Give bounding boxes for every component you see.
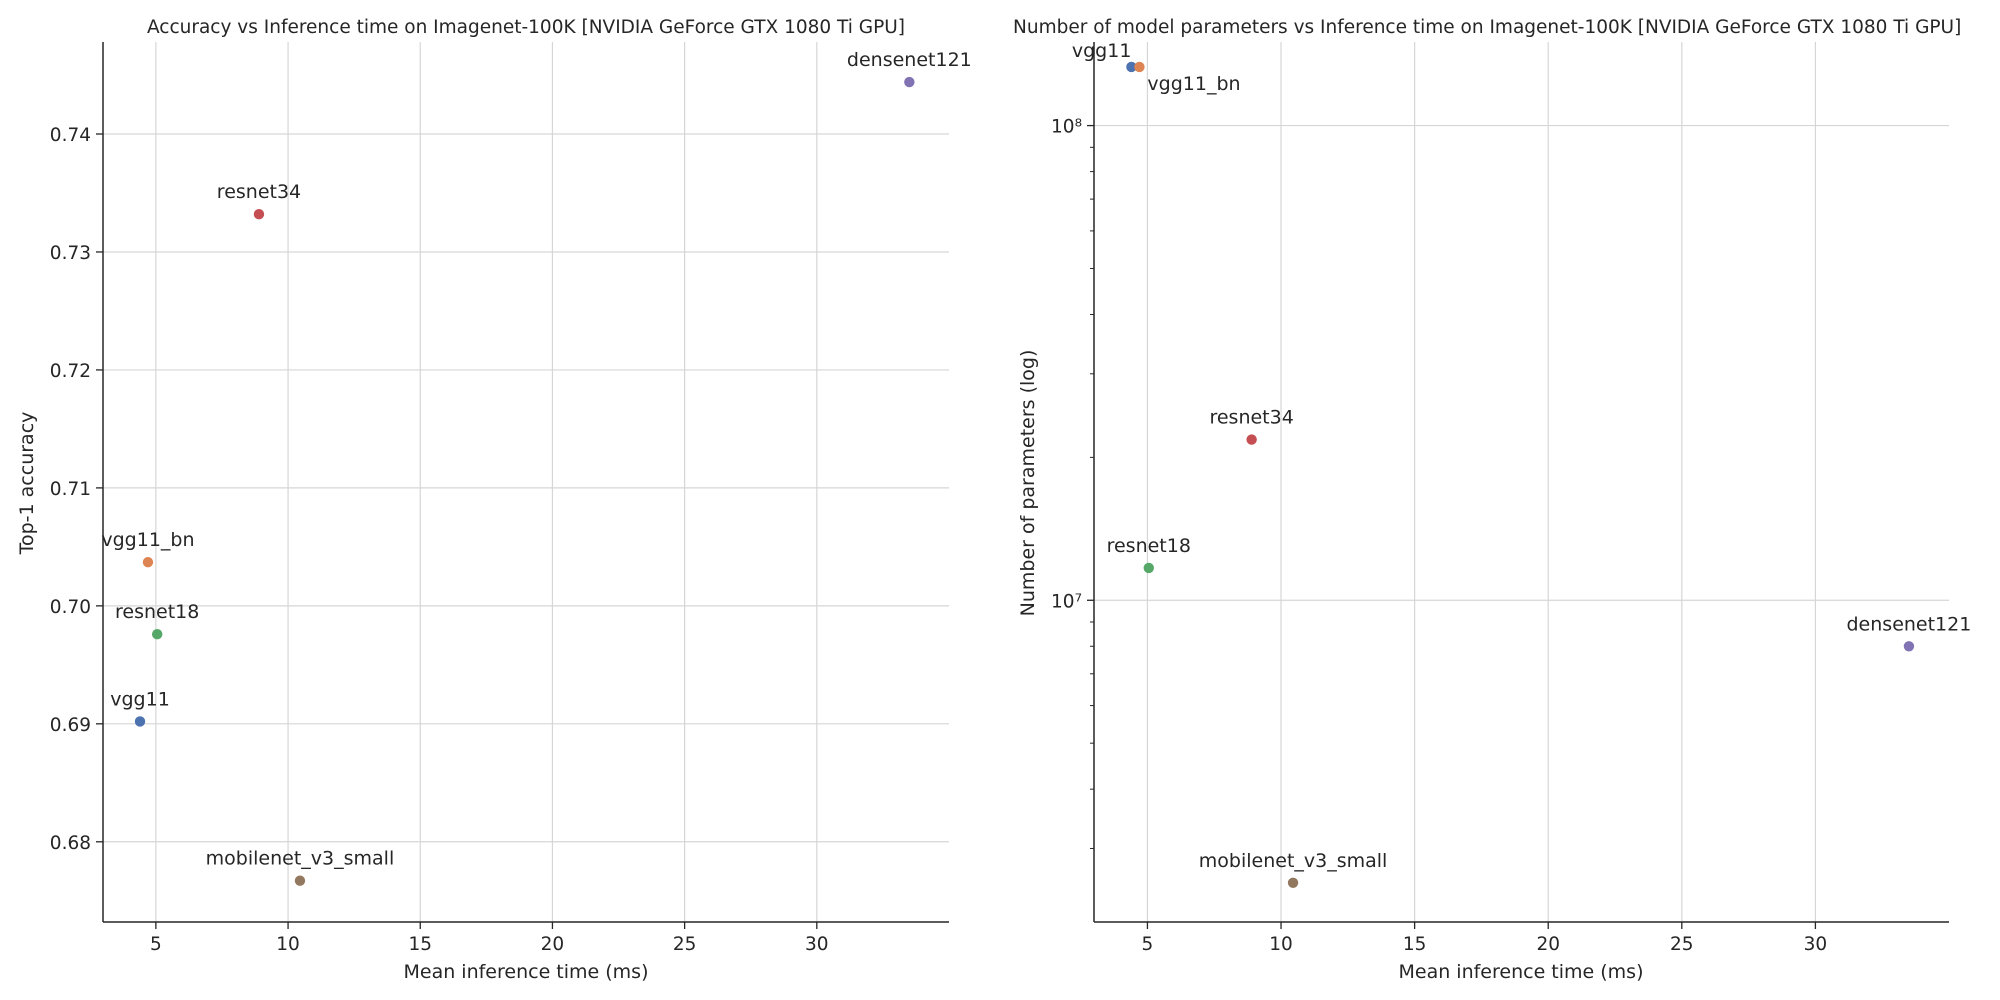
parameters-label-densenet121: densenet121 [1847,613,1972,635]
accuracy-x-tick-label: 25 [673,934,697,955]
parameters-point-resnet18 [1143,562,1154,574]
accuracy-axes [102,42,949,923]
parameters-x-tick-label: 15 [1403,934,1427,955]
parameters-x-tick-label: 10 [1269,934,1293,955]
accuracy-x-tick-label: 10 [276,934,300,955]
accuracy-chart: 5 10 15 20 25 30 0.68 0.69 0.70 0.71 0.72 0.73 0.74… [16,17,972,983]
accuracy-y-tick-label: 0.73 [50,243,91,264]
parameters-chart-title: Number of model parameters vs Inference … [1013,17,1961,38]
accuracy-x-axis-label: Mean inference time (ms) [403,961,648,983]
accuracy-x-tick-label: 30 [805,934,829,955]
accuracy-y-tick-label: 0.72 [50,361,91,382]
accuracy-x-tick-label: 20 [541,934,565,955]
accuracy-point-labels: vgg11 vgg11_bn resnet18 resnet34 densenet121… [101,49,971,870]
parameters-grid [1094,42,1949,922]
accuracy-y-tick-label: 0.74 [50,125,91,146]
parameters-points [1126,61,1915,888]
accuracy-point-densenet121 [904,76,915,88]
parameters-x-ticks: 5 10 15 20 25 30 [1142,922,1828,955]
parameters-point-labels: vgg11 vgg11_bn resnet18 resnet34 densenet121… [1072,40,1971,872]
accuracy-point-resnet18 [151,628,163,640]
accuracy-label-resnet18: resnet18 [115,601,199,623]
accuracy-point-vgg11 [134,716,146,727]
parameters-label-resnet18: resnet18 [1107,535,1191,557]
parameters-x-tick-label: 30 [1804,934,1828,955]
parameters-point-mobilenet-v3-small [1287,877,1299,888]
accuracy-y-axis-label: Top-1 accuracy [16,412,38,556]
parameters-label-vgg11: vgg11 [1072,40,1132,62]
parameters-axes [1093,42,1949,923]
accuracy-point-vgg11-bn [142,557,154,568]
accuracy-y-tick-label: 0.71 [50,479,91,500]
parameters-x-tick-label: 5 [1142,934,1154,955]
parameters-y-axis-label: Number of parameters (log) [1017,350,1039,617]
parameters-y-tick-label: 10⁸ [1051,117,1082,138]
parameters-x-axis-label: Mean inference time (ms) [1398,961,1643,983]
accuracy-grid [103,42,949,922]
accuracy-point-mobilenet-v3-small [294,875,306,886]
parameters-label-resnet34: resnet34 [1209,407,1293,429]
parameters-point-vgg11-bn [1134,61,1145,73]
accuracy-y-tick-label: 0.68 [50,833,91,854]
accuracy-label-densenet121: densenet121 [847,49,972,71]
parameters-x-tick-label: 25 [1670,934,1694,955]
parameters-point-densenet121 [1903,641,1915,652]
accuracy-chart-title: Accuracy vs Inference time on Imagenet-1… [147,17,905,38]
accuracy-label-resnet34: resnet34 [217,181,301,203]
accuracy-x-tick-label: 15 [408,934,432,955]
accuracy-label-mobilenet-v3-small: mobilenet_v3_small [206,848,395,870]
parameters-label-vgg11-bn: vgg11_bn [1147,73,1240,95]
parameters-chart: 5 10 15 20 25 30 10⁷ 10⁸ vgg11 vgg11_bn resnet18… [1013,17,1971,983]
accuracy-x-tick-label: 5 [150,934,162,955]
accuracy-x-ticks: 5 10 15 20 25 30 [150,922,829,955]
parameters-label-mobilenet-v3-small: mobilenet_v3_small [1199,850,1388,872]
accuracy-y-tick-label: 0.69 [50,715,91,736]
accuracy-point-resnet34 [253,209,265,220]
parameters-point-vgg11 [1126,61,1137,73]
parameters-y-tick-label: 10⁷ [1051,591,1082,612]
parameters-y-ticks: 10⁷ 10⁸ [1051,117,1094,849]
accuracy-y-tick-label: 0.70 [50,597,91,618]
parameters-x-tick-label: 20 [1536,934,1560,955]
accuracy-label-vgg11: vgg11 [110,688,170,710]
accuracy-points [134,76,915,886]
accuracy-label-vgg11-bn: vgg11_bn [101,529,194,551]
accuracy-y-ticks: 0.68 0.69 0.70 0.71 0.72 0.73 0.74 [50,125,103,854]
parameters-point-resnet34 [1246,434,1257,445]
